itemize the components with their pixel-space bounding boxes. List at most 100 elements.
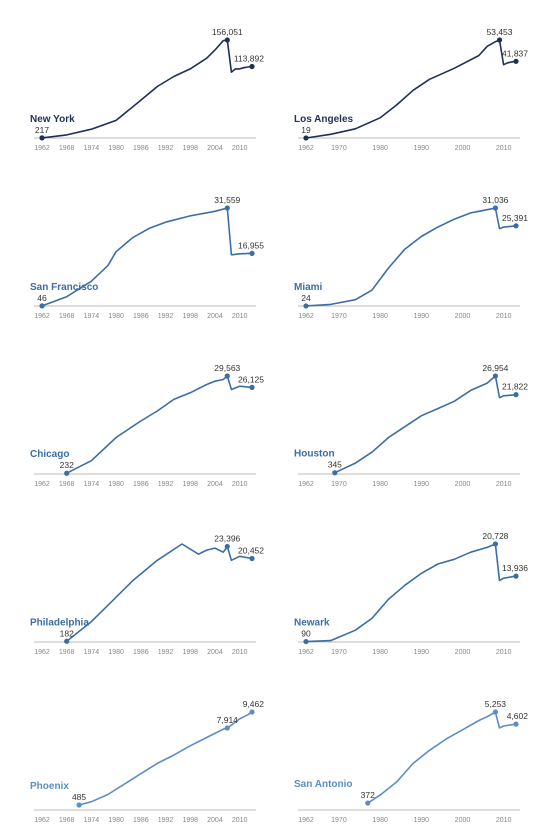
x-tick-label: 1992 <box>158 649 174 656</box>
x-tick-label: 2004 <box>207 313 223 320</box>
data-label: 16,955 <box>238 240 264 250</box>
data-label: 20,728 <box>482 531 508 541</box>
x-tick-label: 1962 <box>34 313 50 320</box>
chart-panel-phoenix: 1962 1968 1974 1980 1986 1992 1998 2004 2010 485 7… <box>0 672 270 838</box>
data-label: 26,125 <box>238 374 264 384</box>
series-line-miami <box>305 207 517 307</box>
data-point <box>513 573 519 579</box>
chart-svg-phoenix: 1962 1968 1974 1980 1986 1992 1998 2004 2010 485 7… <box>30 699 265 824</box>
data-point <box>492 373 499 379</box>
x-tick-label: 2000 <box>455 649 471 656</box>
city-label: Chicago <box>30 449 69 460</box>
data-point <box>249 250 255 256</box>
data-point <box>249 555 255 562</box>
data-point <box>224 205 230 211</box>
x-tick-label: 1970 <box>331 649 347 656</box>
data-label: 156,051 <box>212 27 243 37</box>
chart-svg-newark: 1962 1970 1980 1990 2000 2010 90 20,728 13,936 Ne… <box>294 531 528 656</box>
chart-svg-chicago: 1962 1968 1974 1980 1986 1992 1998 2004 2010 232 2… <box>30 363 264 488</box>
city-label: San Antonio <box>294 779 353 790</box>
data-point <box>64 470 70 476</box>
x-tick-label: 1962 <box>298 145 314 152</box>
data-label: 232 <box>60 460 74 470</box>
data-label: 24 <box>301 293 311 303</box>
data-label: 31,559 <box>214 195 240 205</box>
x-tick-label: 1980 <box>108 481 124 488</box>
x-tick-label: 1970 <box>331 313 347 320</box>
x-tick-label: 1974 <box>84 817 100 824</box>
x-tick-label: 2010 <box>496 145 512 152</box>
x-tick-label: 1962 <box>34 145 50 152</box>
x-tick-label: 2004 <box>207 817 223 824</box>
data-point <box>249 709 255 715</box>
x-tick-label: 2004 <box>207 481 223 488</box>
x-tick-label: 2000 <box>455 481 471 488</box>
x-tick-label: 1980 <box>108 145 124 152</box>
x-tick-label: 2010 <box>232 481 248 488</box>
x-tick-label: 1974 <box>84 481 100 488</box>
x-tick-label: 1974 <box>84 649 100 656</box>
city-label: Newark <box>294 618 330 629</box>
data-label: 23,396 <box>214 533 240 543</box>
data-point <box>303 135 309 141</box>
x-tick-label: 1992 <box>158 145 174 152</box>
x-tick-label: 2010 <box>496 313 512 320</box>
data-point <box>39 135 45 141</box>
x-tick-label: 1968 <box>59 481 75 488</box>
data-point <box>492 205 499 211</box>
x-tick-label: 1998 <box>182 817 198 824</box>
data-point <box>513 58 519 64</box>
x-tick-label: 1970 <box>331 817 347 824</box>
x-tick-label: 1962 <box>298 817 314 824</box>
x-tick-label: 2010 <box>232 649 248 656</box>
x-tick-label: 1992 <box>158 313 174 320</box>
x-tick-label: 1990 <box>414 145 430 152</box>
data-label: 26,954 <box>482 363 508 373</box>
x-tick-label: 1986 <box>133 313 149 320</box>
x-tick-label: 1962 <box>34 649 50 656</box>
x-tick-label: 1970 <box>331 481 347 488</box>
series-line-houston <box>334 375 517 474</box>
x-tick-label: 1980 <box>372 649 388 656</box>
x-tick-label: 1992 <box>158 817 174 824</box>
data-point <box>332 470 338 476</box>
chart-svg-philadelphia: 1962 1968 1974 1980 1986 1992 1998 2004 2010 182 2… <box>30 533 264 656</box>
data-point <box>303 638 309 645</box>
chart-svg-miami: 1962 1970 1980 1990 2000 2010 24 31,036 25,391 Mi… <box>294 195 528 320</box>
x-tick-label: 1990 <box>414 481 430 488</box>
x-tick-label: 1962 <box>34 817 50 824</box>
data-point <box>513 392 519 398</box>
x-tick-label: 1980 <box>372 817 388 824</box>
data-label: 90 <box>301 629 311 639</box>
data-label: 182 <box>60 628 74 638</box>
data-point <box>224 543 230 550</box>
data-label: 31,036 <box>482 195 508 205</box>
data-point <box>496 37 503 43</box>
data-point <box>224 725 230 731</box>
data-label: 9,462 <box>243 699 265 709</box>
x-tick-label: 1990 <box>414 313 430 320</box>
x-tick-label: 2010 <box>496 649 512 656</box>
x-tick-label: 1962 <box>34 481 50 488</box>
data-point <box>76 802 82 808</box>
data-label: 113,892 <box>234 53 264 63</box>
city-label: Philadelphia <box>30 617 89 628</box>
x-tick-label: 1992 <box>158 481 174 488</box>
x-tick-label: 2010 <box>496 817 512 824</box>
x-tick-label: 1980 <box>372 481 388 488</box>
series-line-san-antonio <box>367 711 517 804</box>
city-label: Miami <box>294 282 323 293</box>
x-tick-label: 1970 <box>331 145 347 152</box>
x-tick-label: 1980 <box>108 313 124 320</box>
series-line-philadelphia <box>66 543 253 642</box>
x-tick-label: 1980 <box>372 313 388 320</box>
data-point <box>249 384 255 390</box>
data-label: 217 <box>35 125 49 135</box>
chart-svg-new-york: 1962 1968 1974 1980 1986 1992 1998 2004 2010 217 1… <box>30 27 264 152</box>
chart-panel-chicago: 1962 1968 1974 1980 1986 1992 1998 2004 2010 232 2… <box>0 336 270 502</box>
data-label: 5,253 <box>485 699 507 709</box>
data-label: 7,914 <box>217 715 239 725</box>
x-tick-label: 1968 <box>59 649 75 656</box>
data-label: 13,936 <box>502 563 528 573</box>
